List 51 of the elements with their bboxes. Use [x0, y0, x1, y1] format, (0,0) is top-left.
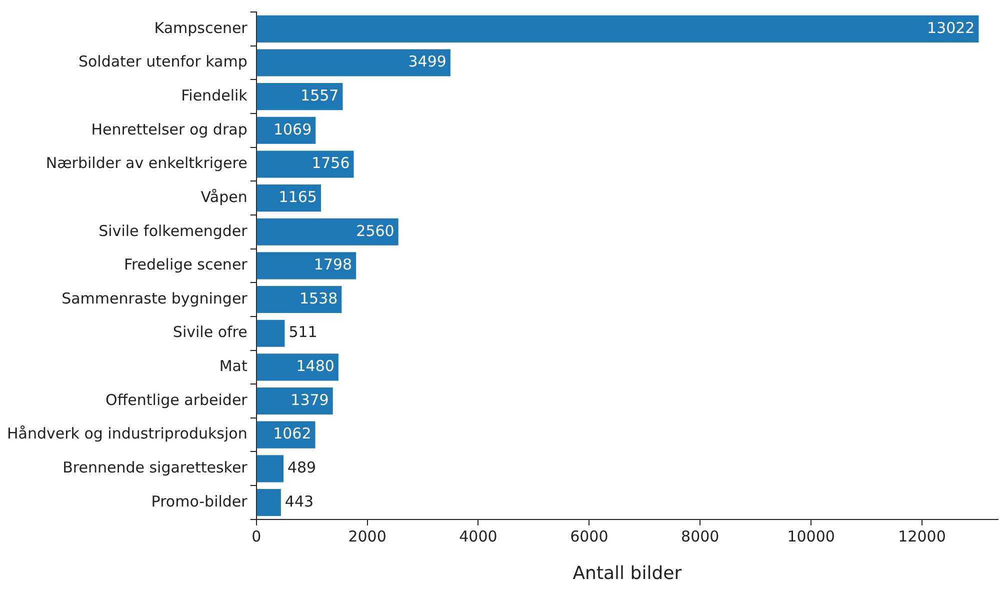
x-tick-label: 10000: [787, 527, 835, 546]
data-label: 1069: [273, 120, 312, 138]
y-tick-label: Fiendelik: [181, 86, 248, 104]
data-label: 13022: [926, 18, 975, 37]
data-label: 1480: [296, 357, 334, 376]
bar: [256, 387, 333, 415]
x-tick-label: 8000: [681, 527, 720, 546]
x-tick-label: 2000: [348, 527, 386, 546]
data-label: 511: [288, 323, 318, 342]
bar: [256, 455, 284, 482]
x-tick-label: 4000: [459, 527, 498, 546]
x-tick-label: 6000: [570, 527, 608, 546]
y-tick-label: Offentlige arbeider: [106, 390, 248, 409]
data-label: 1538: [299, 289, 338, 308]
bar: [256, 15, 979, 42]
y-tick-label: Promo-bilder: [151, 492, 248, 510]
x-tick-label: 12000: [898, 527, 946, 546]
bar: [256, 150, 354, 178]
x-axis-title: Antall bilder: [572, 562, 682, 584]
y-tick-label: Mat: [219, 357, 248, 376]
bar: [256, 252, 356, 280]
y-tick-label: Soldater utenfor kamp: [78, 52, 248, 71]
y-tick-label: Sivile ofre: [172, 323, 248, 342]
bar: [256, 83, 343, 110]
data-label: 443: [284, 492, 314, 510]
y-tick-label: Nærbilder av enkeltkrigere: [46, 154, 248, 172]
data-label: 1062: [273, 424, 312, 443]
y-tick-label: Våpen: [200, 188, 248, 206]
bar: [256, 488, 281, 516]
y-tick-label: Håndverk og industriproduksjon: [6, 424, 248, 443]
x-tick-label: 0: [252, 527, 262, 546]
data-label: 2560: [356, 222, 394, 240]
y-tick-label: Sammenraste bygninger: [62, 289, 248, 308]
data-label: 489: [287, 458, 316, 477]
data-label: 1756: [312, 154, 350, 172]
y-tick-label: Henrettelser og drap: [91, 120, 248, 138]
bar: [256, 49, 450, 76]
y-tick-label: Sivile folkemengder: [98, 222, 248, 240]
y-tick-label: Fredelige scener: [124, 256, 248, 274]
bar: [256, 320, 285, 347]
bar: [256, 218, 398, 246]
data-label: 1557: [300, 86, 339, 104]
data-label: 3499: [408, 52, 446, 71]
data-label: 1165: [278, 188, 317, 206]
bar: [256, 354, 338, 381]
bar: [256, 286, 342, 314]
data-label: 1798: [314, 256, 352, 274]
bar: [256, 184, 321, 212]
y-tick-label: Brennende sigarettesker: [62, 458, 248, 477]
data-label: 1379: [290, 390, 329, 409]
y-tick-label: Kampscener: [154, 18, 248, 37]
